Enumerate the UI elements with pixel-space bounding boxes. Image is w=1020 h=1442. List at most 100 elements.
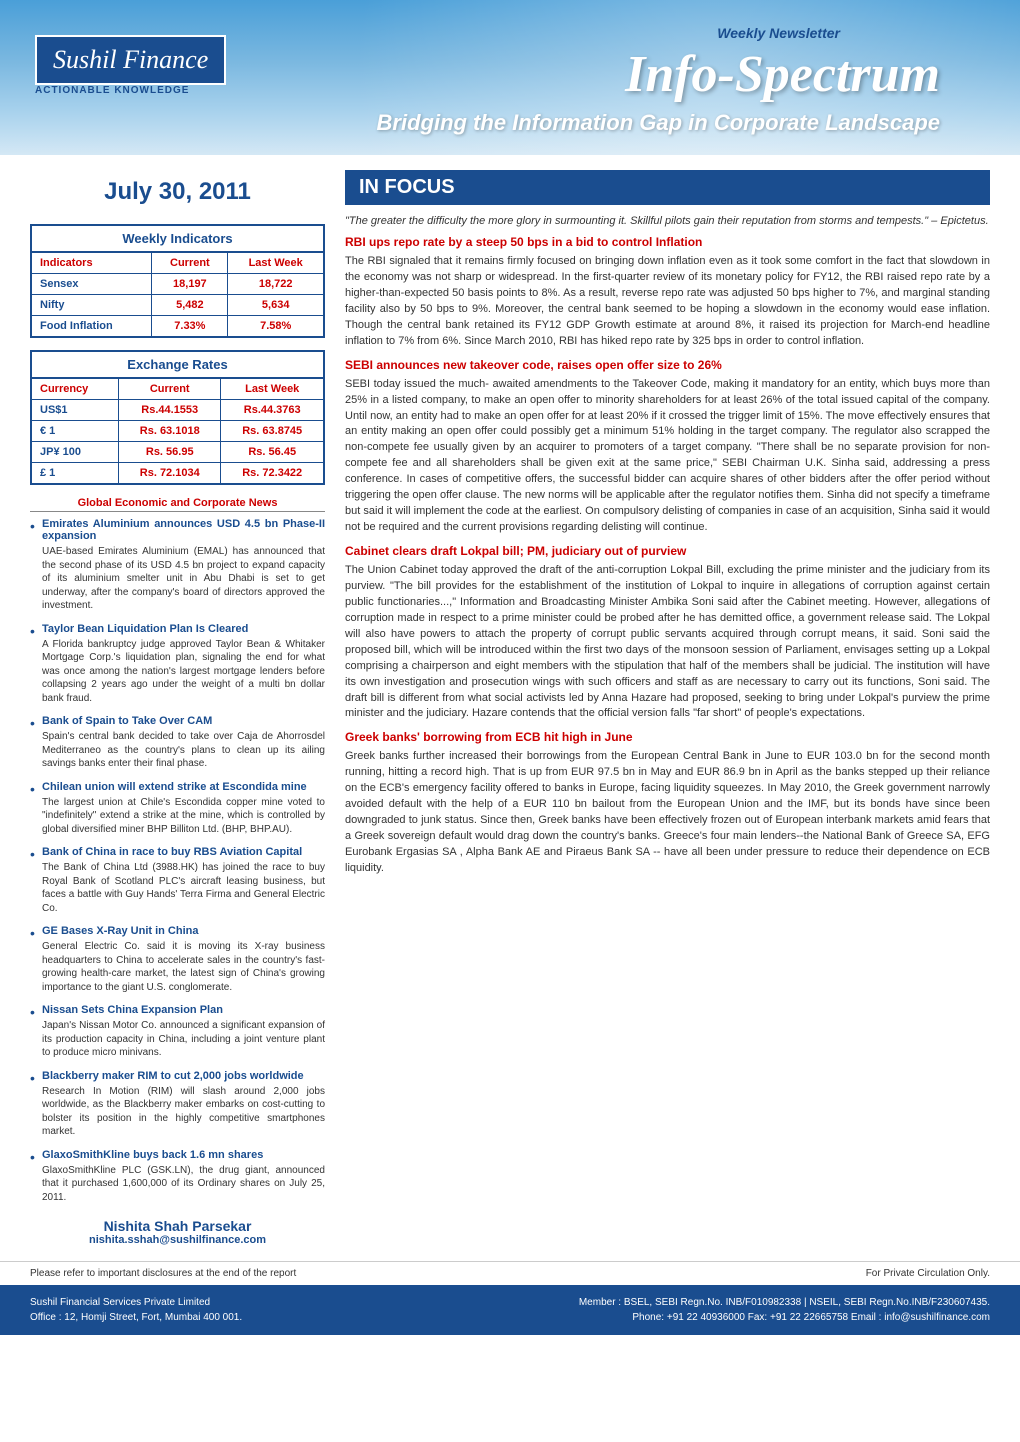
rate-lastweek: Rs. 56.45: [221, 442, 324, 463]
rate-lastweek: Rs.44.3763: [221, 400, 324, 421]
table-row: US$1 Rs.44.1553 Rs.44.3763: [31, 400, 324, 421]
news-item: GlaxoSmithKline buys back 1.6 mn shares …: [30, 1149, 325, 1205]
table-row: £ 1 Rs. 72.1034 Rs. 72.3422: [31, 463, 324, 485]
author-email: nishita.sshah@sushilfinance.com: [30, 1234, 325, 1246]
author-block: Nishita Shah Parsekar nishita.sshah@sush…: [30, 1218, 325, 1246]
exchange-rates-title: Exchange Rates: [30, 350, 325, 377]
table-row: JP¥ 100 Rs. 56.95 Rs. 56.45: [31, 442, 324, 463]
rate-current: Rs. 72.1034: [119, 463, 221, 485]
table-header-row: Currency Current Last Week: [31, 378, 324, 400]
col-header: Current: [152, 252, 228, 274]
news-item: Nissan Sets China Expansion Plan Japan's…: [30, 1004, 325, 1060]
news-item: Chilean union will extend strike at Esco…: [30, 781, 325, 837]
rate-lastweek: Rs. 63.8745: [221, 421, 324, 442]
news-item-title: Emirates Aluminium announces USD 4.5 bn …: [42, 518, 325, 542]
news-item-title: Blackberry maker RIM to cut 2,000 jobs w…: [42, 1070, 325, 1082]
footer-member: Member : BSEL, SEBI Regn.No. INB/F010982…: [579, 1295, 990, 1310]
news-list: Emirates Aluminium announces USD 4.5 bn …: [30, 518, 325, 1204]
article-title: Cabinet clears draft Lokpal bill; PM, ju…: [345, 544, 990, 558]
indicator-label: Nifty: [31, 295, 152, 316]
news-section-title: Global Economic and Corporate News: [30, 497, 325, 512]
currency-label: JP¥ 100: [31, 442, 119, 463]
news-item: Bank of China in race to buy RBS Aviatio…: [30, 846, 325, 915]
indicator-current: 5,482: [152, 295, 228, 316]
currency-label: US$1: [31, 400, 119, 421]
indicator-lastweek: 18,722: [228, 274, 324, 295]
disclaimer-left: Please refer to important disclosures at…: [30, 1268, 296, 1279]
author-name: Nishita Shah Parsekar: [30, 1218, 325, 1234]
indicator-lastweek: 5,634: [228, 295, 324, 316]
date-heading: July 30, 2011: [30, 170, 325, 214]
footer-address: Office : 12, Homji Street, Fort, Mumbai …: [30, 1310, 242, 1325]
disclaimer-right: For Private Circulation Only.: [866, 1268, 990, 1279]
news-item: Bank of Spain to Take Over CAM Spain's c…: [30, 715, 325, 771]
currency-label: € 1: [31, 421, 119, 442]
content-wrap: July 30, 2011 Weekly Indicators Indicato…: [0, 155, 1020, 1261]
footer-company: Sushil Financial Services Private Limite…: [30, 1295, 242, 1310]
news-item-body: The largest union at Chile's Escondida c…: [42, 796, 325, 837]
table-row: Nifty 5,482 5,634: [31, 295, 324, 316]
exchange-rates-table: Exchange Rates Currency Current Last Wee…: [30, 350, 325, 485]
logo-box: Sushil Finance: [35, 35, 226, 85]
news-item-title: Taylor Bean Liquidation Plan Is Cleared: [42, 623, 325, 635]
quote: "The greater the difficulty the more glo…: [345, 215, 990, 227]
news-item-title: GE Bases X-Ray Unit in China: [42, 925, 325, 937]
indicator-current: 18,197: [152, 274, 228, 295]
news-item: Blackberry maker RIM to cut 2,000 jobs w…: [30, 1070, 325, 1139]
news-item-title: GlaxoSmithKline buys back 1.6 mn shares: [42, 1149, 325, 1161]
news-item: Taylor Bean Liquidation Plan Is Cleared …: [30, 623, 325, 706]
focus-heading: IN FOCUS: [345, 170, 990, 205]
indicator-lastweek: 7.58%: [228, 316, 324, 338]
sub-title: Bridging the Information Gap in Corporat…: [377, 110, 940, 136]
logo-tagline: ACTIONABLE KNOWLEDGE: [35, 85, 189, 96]
news-item: Emirates Aluminium announces USD 4.5 bn …: [30, 518, 325, 613]
news-item-body: Japan's Nissan Motor Co. announced a sig…: [42, 1019, 325, 1060]
article-body: SEBI today issued the much- awaited amen…: [345, 377, 990, 536]
table-row: Sensex 18,197 18,722: [31, 274, 324, 295]
header-banner: Sushil Finance ACTIONABLE KNOWLEDGE Week…: [0, 0, 1020, 155]
indicator-label: Food Inflation: [31, 316, 152, 338]
news-item-title: Bank of Spain to Take Over CAM: [42, 715, 325, 727]
rate-lastweek: Rs. 72.3422: [221, 463, 324, 485]
article-title: Greek banks' borrowing from ECB hit high…: [345, 730, 990, 744]
weekly-indicators-title: Weekly Indicators: [30, 224, 325, 251]
news-item-body: GlaxoSmithKline PLC (GSK.LN), the drug g…: [42, 1164, 325, 1205]
news-item-body: UAE-based Emirates Aluminium (EMAL) has …: [42, 545, 325, 613]
table-row: Food Inflation 7.33% 7.58%: [31, 316, 324, 338]
news-item-body: A Florida bankruptcy judge approved Tayl…: [42, 638, 325, 706]
indicator-current: 7.33%: [152, 316, 228, 338]
col-header: Currency: [31, 378, 119, 400]
article-body: The Union Cabinet today approved the dra…: [345, 563, 990, 722]
main-title: Info-Spectrum: [625, 45, 940, 104]
weekly-indicators-table: Weekly Indicators Indicators Current Las…: [30, 224, 325, 338]
two-column-layout: July 30, 2011 Weekly Indicators Indicato…: [30, 170, 990, 1246]
newsletter-label: Weekly Newsletter: [717, 25, 840, 41]
news-item-title: Nissan Sets China Expansion Plan: [42, 1004, 325, 1016]
left-column: July 30, 2011 Weekly Indicators Indicato…: [30, 170, 325, 1246]
article-body: Greek banks further increased their borr…: [345, 749, 990, 877]
footer-right: Member : BSEL, SEBI Regn.No. INB/F010982…: [579, 1295, 990, 1325]
disclaimer-row: Please refer to important disclosures at…: [0, 1261, 1020, 1285]
rate-current: Rs. 63.1018: [119, 421, 221, 442]
news-item-title: Chilean union will extend strike at Esco…: [42, 781, 325, 793]
col-header: Current: [119, 378, 221, 400]
news-item: GE Bases X-Ray Unit in China General Ele…: [30, 925, 325, 994]
footer-left: Sushil Financial Services Private Limite…: [30, 1295, 242, 1325]
article-title: RBI ups repo rate by a steep 50 bps in a…: [345, 235, 990, 249]
news-item-title: Bank of China in race to buy RBS Aviatio…: [42, 846, 325, 858]
table-row: € 1 Rs. 63.1018 Rs. 63.8745: [31, 421, 324, 442]
col-header: Last Week: [221, 378, 324, 400]
col-header: Indicators: [31, 252, 152, 274]
footer-bar: Sushil Financial Services Private Limite…: [0, 1285, 1020, 1335]
footer-contact: Phone: +91 22 40936000 Fax: +91 22 22665…: [579, 1310, 990, 1325]
article-body: The RBI signaled that it remains firmly …: [345, 254, 990, 350]
article-title: SEBI announces new takeover code, raises…: [345, 358, 990, 372]
indicator-label: Sensex: [31, 274, 152, 295]
rate-current: Rs.44.1553: [119, 400, 221, 421]
table-header-row: Indicators Current Last Week: [31, 252, 324, 274]
news-item-body: Spain's central bank decided to take ove…: [42, 730, 325, 771]
col-header: Last Week: [228, 252, 324, 274]
rate-current: Rs. 56.95: [119, 442, 221, 463]
news-item-body: The Bank of China Ltd (3988.HK) has join…: [42, 861, 325, 915]
right-column: IN FOCUS "The greater the difficulty the…: [345, 170, 990, 1246]
